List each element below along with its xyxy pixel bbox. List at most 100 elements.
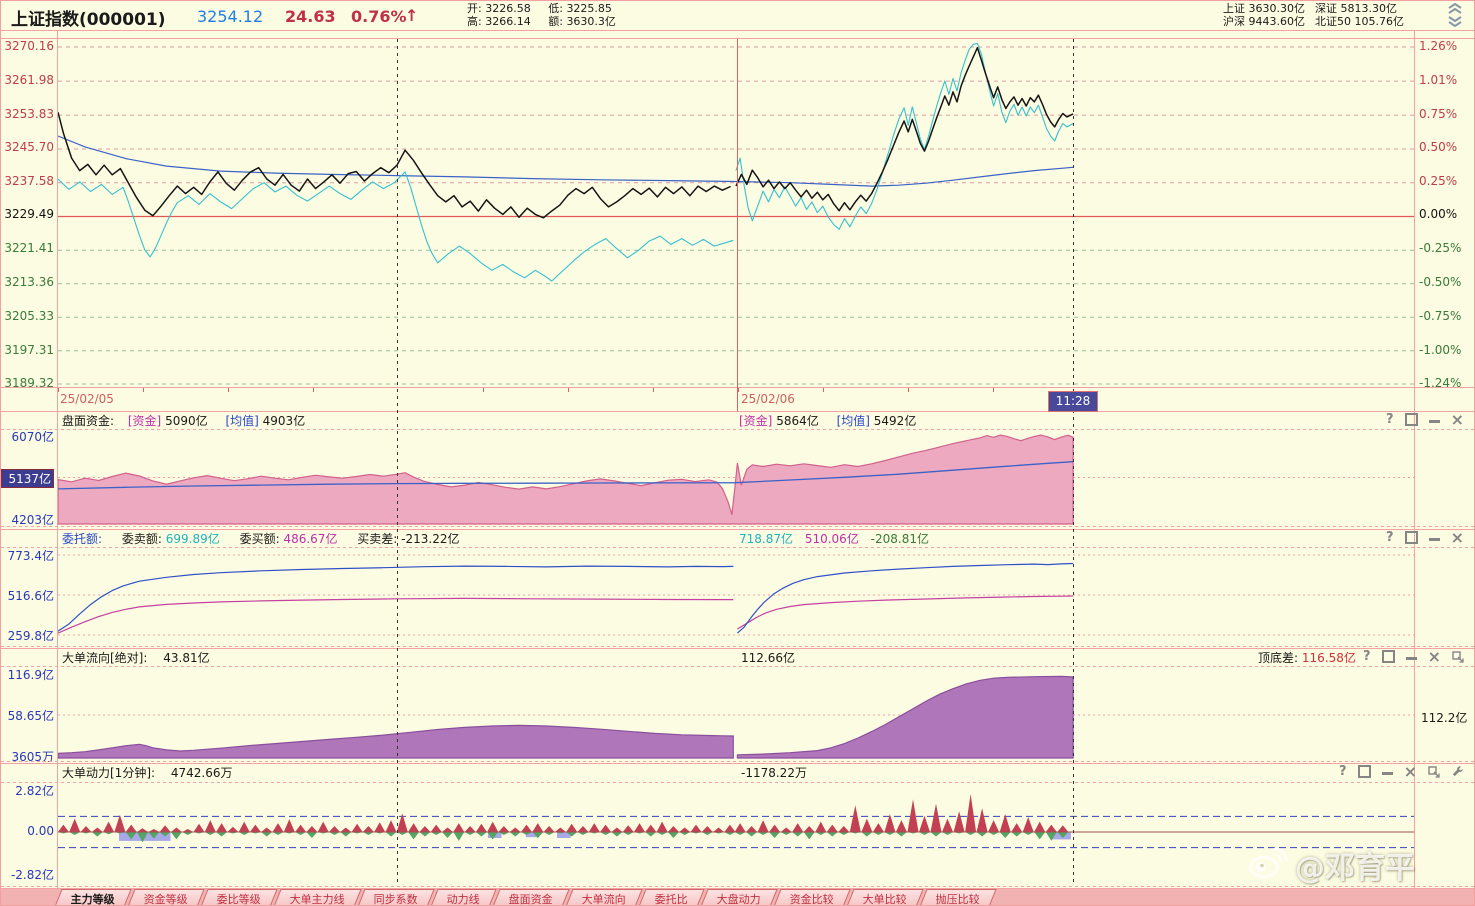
collapse-up-icon[interactable] — [1447, 2, 1463, 17]
ohlc-block: 开: 3226.58 低: 3225.85 高: 3266.14 额: 3630… — [467, 2, 616, 28]
price-axis-label: 3245.70 — [4, 140, 54, 154]
bottom-tab[interactable]: 资金等级 — [127, 889, 205, 905]
panel-axis-label: 6070亿 — [11, 430, 54, 444]
price-axis-label: 3253.83 — [4, 107, 54, 121]
flow-panel-header: 大单流向[绝对]: 43.81亿 112.66亿 顶底差: 116.58亿 ? × — [58, 646, 1470, 666]
panel-close-icon[interactable]: × — [1450, 527, 1464, 547]
date-label-day1: 25/02/05 — [60, 392, 114, 406]
panel-axis-label: 259.8亿 — [7, 629, 54, 643]
bottom-tab[interactable]: 盘面资金 — [492, 889, 570, 905]
price-axis-label: 3221.41 — [4, 241, 54, 255]
top-bar: 上证指数(000001) 3254.12 24.63 0.76% ↑ 开: 32… — [1, 1, 1474, 30]
bottom-tab[interactable]: 同步系数 — [357, 889, 435, 905]
percent-axis-label: 0.50% — [1419, 140, 1458, 154]
momentum-value-d1: 4742.66万 — [170, 766, 233, 780]
bottom-tab[interactable]: 大盘动力 — [700, 889, 778, 905]
market-stat: 上证 3630.30亿 — [1223, 2, 1305, 15]
current-time-marker: 11:28 — [1048, 391, 1098, 412]
panel-help-icon[interactable]: ? — [1386, 530, 1394, 545]
sell-value-d2: 718.87亿 — [739, 532, 793, 546]
price-axis-label: 3205.33 — [4, 309, 54, 323]
percent-axis-label: -1.00% — [1419, 343, 1462, 357]
panel-axis-label: 5137亿 — [1, 469, 54, 488]
panel-axis-label: 0.00 — [27, 824, 54, 838]
orders-title: 委托额: — [62, 532, 103, 546]
price-axis-label: 3197.31 — [4, 343, 54, 357]
open-value: 3226.58 — [485, 2, 531, 15]
orders-line-chart — [58, 554, 1414, 636]
momentum-value-d2: -1178.22万 — [741, 766, 807, 780]
amount-value: 3630.3亿 — [566, 15, 616, 28]
percent-axis-label: 0.25% — [1419, 174, 1458, 188]
funds-tag-d2: [资金] — [739, 414, 773, 428]
flow-area-chart — [58, 675, 1414, 759]
panel-close-icon[interactable]: × — [1427, 646, 1441, 666]
panel-restore-icon[interactable] — [1452, 650, 1464, 663]
panel-maximize-icon[interactable] — [1357, 765, 1371, 778]
momentum-panel-header: 大单动力[1分钟]: 4742.66万 -1178.22万 ? × — [58, 761, 1470, 781]
panel-maximize-icon[interactable] — [1381, 650, 1395, 663]
bottom-tab[interactable]: 委比等级 — [200, 889, 278, 905]
open-label: 开: — [467, 2, 482, 15]
buy-label: 委买额: — [239, 532, 280, 546]
panel-axis-label: -2.82亿 — [10, 868, 54, 882]
sell-value-d1: 699.89亿 — [165, 532, 220, 546]
panel-minimize-icon[interactable] — [1428, 417, 1440, 423]
panel-axis-label: 773.4亿 — [7, 549, 54, 563]
price-axis-label: 3237.58 — [4, 174, 54, 188]
bottom-tab[interactable]: 主力等级 — [54, 889, 132, 905]
bottom-tab[interactable]: 大单流向 — [565, 889, 643, 905]
percent-axis-label: 0.75% — [1419, 107, 1458, 121]
panel-minimize-icon[interactable] — [1405, 654, 1417, 660]
funds-value-d2: 5864亿 — [776, 414, 819, 428]
panel-restore-icon[interactable] — [1428, 765, 1440, 778]
buy-value-d2: 510.06亿 — [804, 532, 859, 546]
midday-guide-line — [397, 39, 398, 886]
index-change: 24.63 — [285, 7, 336, 26]
intraday-price-chart — [58, 42, 1414, 385]
panel-axis-label: 3605万 — [11, 750, 54, 764]
watermark-text: @邓育平 — [1295, 851, 1415, 886]
high-value: 3266.14 — [485, 15, 531, 28]
panel-maximize-icon[interactable] — [1404, 413, 1418, 426]
panel-help-icon[interactable]: ? — [1386, 412, 1394, 427]
percent-axis-label: -0.75% — [1419, 309, 1462, 323]
panel-help-icon[interactable]: ? — [1363, 649, 1371, 664]
percent-axis-label: -0.50% — [1419, 275, 1462, 289]
panel-close-icon[interactable]: × — [1450, 409, 1464, 429]
watermark: @邓育平 — [1247, 843, 1415, 887]
index-price: 3254.12 — [197, 7, 264, 26]
current-time-guide-line — [1073, 39, 1074, 886]
bottom-tab[interactable]: 抛压比较 — [919, 889, 997, 905]
bottom-tab[interactable]: 委托比 — [638, 889, 705, 905]
flow-panel-controls: ? × — [1363, 646, 1464, 666]
percent-axis-label: 1.26% — [1419, 39, 1458, 53]
panel-settings-icon[interactable] — [1451, 766, 1464, 778]
momentum-panel-controls: ? × — [1339, 761, 1464, 781]
price-axis-label: 3229.49 — [4, 207, 54, 221]
percent-axis-label: -0.25% — [1419, 241, 1462, 255]
panel-minimize-icon[interactable] — [1428, 535, 1440, 541]
range-value: 116.58亿 — [1301, 651, 1356, 665]
orders-panel-header: 委托额: 委卖额: 699.89亿 委买额: 486.67亿 买卖差: -213… — [58, 527, 1470, 547]
date-label-day2: 25/02/06 — [741, 392, 795, 406]
bottom-tab-bar: 主力等级 资金等级 委比等级 大单主力线 同步系数 动力线 盘面资金 大单流向 委托比 大盘动力资… — [1, 889, 1474, 905]
panel-minimize-icon[interactable] — [1381, 769, 1393, 775]
percent-axis-label: 0.00% — [1419, 207, 1458, 221]
collapse-down-icon[interactable] — [1447, 16, 1463, 30]
panel-close-icon[interactable]: × — [1403, 761, 1417, 781]
diff-label: 买卖差: — [357, 532, 398, 546]
panel-axis-label: 2.82亿 — [15, 784, 54, 798]
panel-help-icon[interactable]: ? — [1339, 764, 1347, 779]
buy-value-d1: 486.67亿 — [283, 532, 338, 546]
bottom-tab[interactable]: 大单主力线 — [273, 889, 362, 905]
up-arrow-icon: ↑ — [405, 6, 419, 25]
panel-maximize-icon[interactable] — [1404, 531, 1418, 544]
panel-axis-label: 516.6亿 — [7, 589, 54, 603]
bottom-tab[interactable]: 大单比较 — [846, 889, 924, 905]
day-separator-line — [737, 39, 738, 411]
bottom-tab[interactable]: 动力线 — [430, 889, 497, 905]
price-axis-label: 3213.36 — [4, 275, 54, 289]
bottom-tab[interactable]: 资金比较 — [773, 889, 851, 905]
